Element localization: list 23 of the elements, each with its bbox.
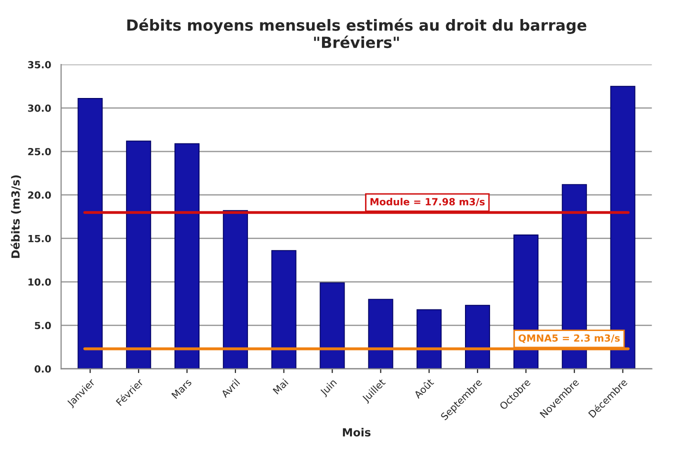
bar (320, 282, 345, 369)
x-axis-title: Mois (342, 428, 371, 436)
y-tick-label: 20.0 (28, 191, 51, 199)
y-axis-title: Débits (m3/s) (10, 175, 21, 258)
ref-line-label: QMNA5 = 2.3 m3/s (518, 334, 620, 343)
bar (174, 143, 200, 369)
bar (465, 304, 490, 369)
y-tick-label: 35.0 (28, 61, 51, 68)
y-tick-label: 0.0 (34, 365, 51, 373)
y-tick-label: 10.0 (28, 278, 51, 286)
bar (78, 98, 103, 369)
y-tick-label: 5.0 (34, 322, 51, 330)
bar (416, 309, 442, 369)
bar (368, 298, 394, 369)
bar (271, 250, 296, 369)
y-tick-label: 25.0 (28, 148, 51, 156)
bar (126, 140, 152, 369)
chart-title: Débits moyens mensuels estimés au droit du barrage "Bréviers" (127, 18, 586, 48)
y-tick-label: 15.0 (28, 234, 51, 242)
ref-line-label: Module = 17.98 m3/s (370, 198, 485, 206)
y-tick-label: 30.0 (28, 104, 51, 112)
x-tick-label: Mai (272, 378, 289, 395)
bar (222, 210, 248, 369)
